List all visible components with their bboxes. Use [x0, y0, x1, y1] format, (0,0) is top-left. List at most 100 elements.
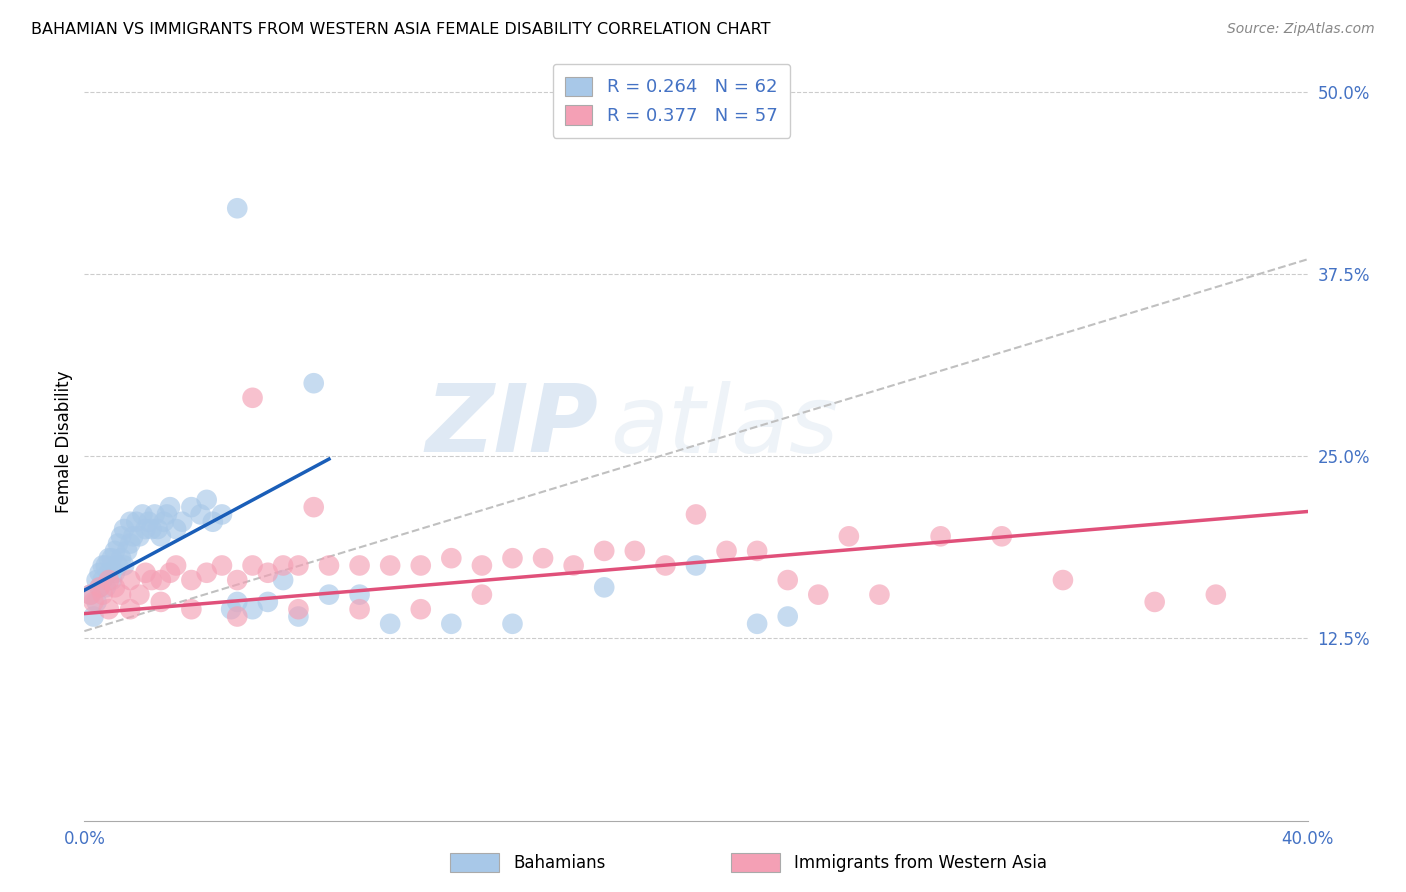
Point [440, 616, 463, 631]
Point [94, 580, 117, 594]
Point [471, 558, 494, 573]
Point [242, 558, 264, 573]
Point [531, 551, 554, 566]
Point [242, 391, 264, 405]
Point [83, 609, 105, 624]
Point [807, 588, 830, 602]
Point [89, 580, 111, 594]
Point [153, 515, 176, 529]
Point [79, 588, 101, 602]
Point [440, 551, 463, 566]
Point [302, 376, 325, 391]
Point [120, 536, 142, 550]
Text: ZIP: ZIP [425, 380, 598, 473]
Point [149, 573, 172, 587]
Point [115, 544, 138, 558]
Point [838, 529, 860, 543]
Point [380, 616, 402, 631]
Point [219, 602, 242, 616]
Point [747, 544, 769, 558]
Point [190, 508, 212, 522]
Point [83, 595, 105, 609]
Text: Bahamians: Bahamians [513, 854, 606, 871]
Point [172, 515, 194, 529]
Point [101, 573, 124, 587]
Point [380, 558, 402, 573]
Point [776, 609, 799, 624]
Point [101, 551, 124, 566]
Point [97, 602, 120, 616]
Point [180, 500, 202, 515]
Point [562, 558, 585, 573]
Point [149, 595, 172, 609]
Point [125, 515, 148, 529]
Point [242, 602, 264, 616]
Point [195, 492, 218, 507]
Point [211, 558, 233, 573]
Y-axis label: Female Disability: Female Disability [55, 370, 73, 513]
Point [135, 566, 157, 580]
Point [593, 580, 616, 594]
Point [149, 529, 172, 543]
Point [104, 566, 127, 580]
Point [86, 595, 108, 609]
Point [97, 566, 120, 580]
Point [502, 616, 524, 631]
Text: Source: ZipAtlas.com: Source: ZipAtlas.com [1227, 22, 1375, 37]
Point [271, 558, 294, 573]
Point [120, 602, 142, 616]
Point [409, 602, 432, 616]
Point [685, 508, 707, 522]
Point [141, 522, 163, 536]
Point [89, 566, 111, 580]
Point [110, 551, 132, 566]
Point [349, 558, 371, 573]
Point [257, 566, 280, 580]
Point [135, 522, 157, 536]
Point [349, 588, 371, 602]
Point [226, 573, 249, 587]
Text: BAHAMIAN VS IMMIGRANTS FROM WESTERN ASIA FEMALE DISABILITY CORRELATION CHART: BAHAMIAN VS IMMIGRANTS FROM WESTERN ASIA… [31, 22, 770, 37]
Point [257, 595, 280, 609]
Point [991, 529, 1014, 543]
Point [156, 508, 179, 522]
Point [112, 558, 135, 573]
Point [1143, 595, 1166, 609]
Point [211, 508, 233, 522]
Point [409, 558, 432, 573]
Point [89, 580, 111, 594]
Point [146, 522, 169, 536]
Point [128, 588, 150, 602]
Point [120, 573, 142, 587]
Point [624, 544, 647, 558]
Point [159, 566, 181, 580]
Point [138, 515, 160, 529]
Point [165, 558, 187, 573]
Point [180, 602, 202, 616]
Point [302, 500, 325, 515]
Point [122, 529, 145, 543]
Point [869, 588, 891, 602]
Point [716, 544, 738, 558]
Point [110, 529, 132, 543]
Point [120, 515, 142, 529]
Point [1052, 573, 1074, 587]
Point [165, 522, 187, 536]
Point [107, 536, 129, 550]
Point [226, 201, 249, 215]
Legend: R = 0.264   N = 62, R = 0.377   N = 57: R = 0.264 N = 62, R = 0.377 N = 57 [553, 64, 790, 138]
Point [593, 544, 616, 558]
Point [91, 588, 114, 602]
Point [143, 508, 166, 522]
Point [685, 558, 707, 573]
Point [318, 588, 340, 602]
Point [271, 573, 294, 587]
Point [141, 573, 163, 587]
Point [112, 522, 135, 536]
Point [349, 602, 371, 616]
Point [287, 602, 309, 616]
Point [747, 616, 769, 631]
Point [97, 551, 120, 566]
Point [502, 551, 524, 566]
Point [159, 500, 181, 515]
